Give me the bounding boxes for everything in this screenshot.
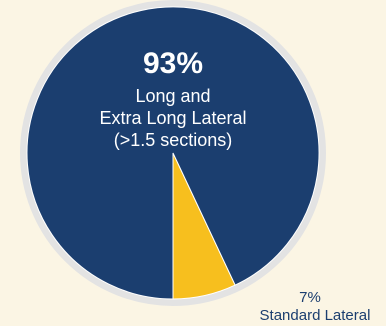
pie-outer-ring <box>20 0 326 306</box>
slice-long-lateral-label-line-2: Extra Long Lateral <box>99 108 246 128</box>
slice-long-lateral-label-line-1: Long and <box>135 86 210 106</box>
slice-long-lateral-value-label: 93% <box>143 47 203 80</box>
slice-standard-lateral-label: Standard Lateral <box>260 307 371 324</box>
slice-standard-lateral-value-label: 7% <box>299 289 321 306</box>
pie-labels: 93% Long and Extra Long Lateral (>1.5 se… <box>99 47 370 324</box>
slice-long-lateral-label-line-3: (>1.5 sections) <box>114 130 233 150</box>
pie-slices <box>26 6 320 300</box>
slice-long-lateral <box>26 6 320 300</box>
